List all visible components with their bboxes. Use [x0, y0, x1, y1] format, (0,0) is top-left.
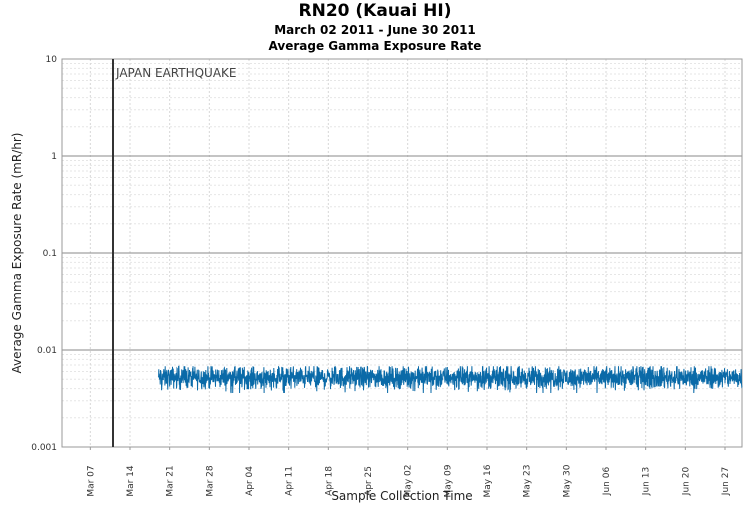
x-tick-label: Mar 07: [86, 465, 96, 496]
x-tick-label: Jun 06: [602, 467, 612, 497]
x-tick-label: May 02: [404, 465, 414, 498]
y-tick-label: 0.01: [37, 346, 57, 356]
y-tick-label: 1: [51, 152, 57, 162]
y-axis-label: Average Gamma Exposure Rate (mR/hr): [10, 133, 24, 374]
x-tick-label: Jun 20: [681, 467, 691, 497]
x-tick-label: Mar 28: [205, 465, 215, 497]
x-axis-label: Sample Collection Time: [331, 489, 472, 503]
x-tick-label: May 16: [483, 464, 493, 497]
x-tick-label: Mar 14: [126, 465, 136, 497]
series-line: [157, 365, 743, 394]
earthquake-annotation: JAPAN EARTHQUAKE: [115, 66, 237, 80]
x-tick-label: Jun 27: [721, 467, 731, 496]
y-tick-label: 0.001: [31, 443, 57, 453]
chart-title: RN20 (Kauai HI): [298, 1, 452, 21]
plot-frame: [61, 58, 743, 448]
x-tick-label: Apr 25: [364, 466, 374, 496]
y-tick-label: 10: [46, 55, 58, 65]
x-tick-label: Apr 18: [324, 466, 334, 496]
x-tick-label: Apr 04: [245, 466, 255, 496]
y-tick-label: 0.1: [43, 249, 57, 259]
x-tick-label: May 09: [443, 464, 453, 497]
x-tick-label: Apr 11: [285, 466, 295, 496]
chart-subtitle-2: Average Gamma Exposure Rate: [268, 39, 482, 53]
chart-subtitle: March 02 2011 - June 30 2011: [274, 23, 476, 37]
x-tick-label: Mar 21: [166, 465, 176, 496]
x-tick-label: Jun 13: [642, 467, 652, 496]
x-tick-label: May 30: [562, 464, 572, 497]
x-tick-label: May 23: [523, 465, 533, 498]
